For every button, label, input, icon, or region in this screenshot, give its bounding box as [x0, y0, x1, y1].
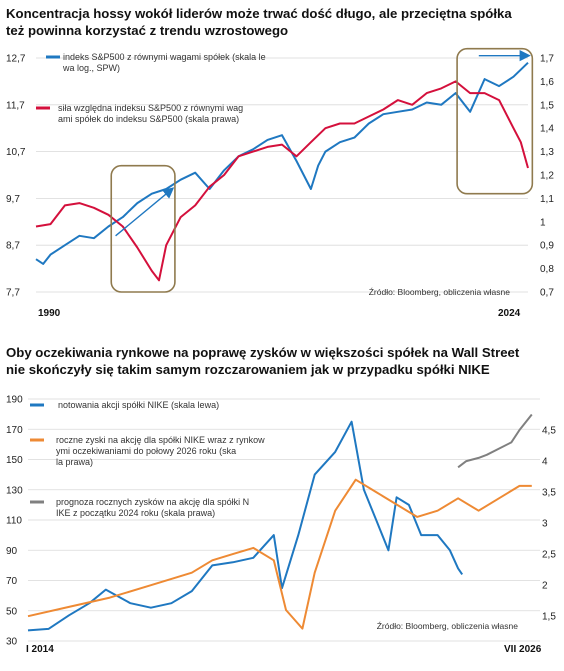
- right-axis-tick-label: 1: [540, 217, 546, 228]
- left-axis-tick-label: 150: [6, 455, 23, 466]
- series-line-1: [27, 420, 464, 632]
- right-axis-tick-label: 1,5: [540, 100, 554, 111]
- legend-label-spw-line1: indeks S&P500 z równymi wagami spółek (s…: [63, 52, 266, 62]
- legend-label-spw-line2: wa log., SPW): [62, 63, 120, 73]
- chart1-x-start: 1990: [38, 308, 61, 319]
- legend-label-nike-eps-line1: roczne zyski na akcję dla spółki NIKE wr…: [56, 435, 265, 445]
- trend-arrow-2: [115, 187, 175, 237]
- right-axis-tick-label: 0,8: [540, 264, 554, 275]
- legend-label-nike-forecast: prognoza rocznych zysków na akcję dla sp…: [56, 497, 252, 518]
- chart1-title: Koncentracja hossy wokół liderów może tr…: [6, 5, 512, 39]
- legend-label-nike-eps-line2: ymi oczekiwaniami do połowy 2026 roku (s…: [56, 446, 236, 456]
- chart2-title-line1: Oby oczekiwania rynkowe na poprawę zyskó…: [6, 345, 520, 360]
- left-axis-tick-label: 90: [6, 546, 18, 557]
- highlight-box-1: [110, 164, 176, 293]
- right-axis-tick-label: 4: [542, 457, 548, 468]
- right-axis-tick-label: 1,1: [540, 194, 554, 205]
- left-axis-tick-label: 12,7: [6, 54, 26, 65]
- right-axis-tick-label: 1,3: [540, 147, 554, 158]
- legend-label-nike-price: notowania akcji spółki NIKE (skala lewa): [58, 400, 219, 410]
- left-axis-tick-label: 7,7: [6, 288, 20, 299]
- chart2-x-start: I 2014: [26, 644, 54, 655]
- legend-label-nike-eps-line3: la prawa): [56, 457, 93, 467]
- left-axis-tick-label: 130: [6, 485, 23, 496]
- left-axis-tick-label: 9,7: [6, 194, 20, 205]
- legend-label-nike-forecast-line1: prognoza rocznych zysków na akcję dla sp…: [56, 497, 249, 507]
- legend-label-spw: indeks S&P500 z równymi wagami spółek (s…: [62, 52, 268, 73]
- left-axis-tick-label: 8,7: [6, 241, 20, 252]
- left-axis-tick-label: 11,7: [6, 100, 25, 111]
- right-axis-tick-label: 1,2: [540, 171, 554, 182]
- left-axis-tick-label: 190: [6, 395, 23, 406]
- right-axis-tick-label: 1,7: [540, 54, 554, 65]
- right-axis-tick-label: 1,5: [542, 612, 556, 623]
- chart1-x-end: 2024: [498, 308, 521, 319]
- series-line-2: [27, 478, 532, 630]
- legend-label-relative: siła względna indeksu S&P500 z równymi w…: [58, 103, 246, 124]
- left-axis-tick-label: 110: [6, 516, 22, 527]
- legend-label-nike-eps: roczne zyski na akcję dla spółki NIKE wr…: [56, 435, 267, 467]
- series-line-3: [457, 413, 533, 469]
- legend-label-nike-price-line1: notowania akcji spółki NIKE (skala lewa): [58, 400, 219, 410]
- legend-label-relative-line2: ami spółek do indeksu S&P500 (skala praw…: [58, 114, 239, 124]
- legend-label-relative-line1: siła względna indeksu S&P500 z równymi w…: [58, 103, 243, 113]
- right-axis-tick-label: 1,6: [540, 77, 554, 88]
- right-axis-tick-label: 3: [542, 519, 548, 530]
- right-axis-tick-label: 0,7: [540, 288, 554, 299]
- chart1-title-line2: też powinna korzystać z trendu wzrostowe…: [6, 23, 289, 38]
- chart1-svg: 7,7 8,7 9,7 10,7 11,7 12,7 0,7 0,8 0,9 1 1,1 1,2 1,…: [6, 47, 554, 319]
- left-axis-tick-label: 30: [6, 637, 18, 648]
- chart2-title-line2: nie skończyły się takim samym rozczarowa…: [6, 362, 490, 377]
- chart1-title-line1: Koncentracja hossy wokół liderów może tr…: [6, 6, 512, 21]
- chart1-source: Źródło: Bloomberg, obliczenia własne: [369, 287, 511, 297]
- left-axis-tick-label: 170: [6, 425, 23, 436]
- chart2-x-end: VII 2026: [504, 644, 542, 655]
- right-axis-tick-label: 2: [542, 581, 548, 592]
- left-axis-tick-label: 70: [6, 576, 18, 587]
- chart2-title: Oby oczekiwania rynkowe na poprawę zyskó…: [6, 344, 519, 378]
- highlight-box-3: [456, 47, 534, 195]
- left-axis-tick-label: 10,7: [6, 147, 26, 158]
- left-axis-tick-label: 50: [6, 606, 18, 617]
- right-axis-tick-label: 0,9: [540, 241, 554, 252]
- series-line-1: [35, 61, 529, 265]
- chart2-source: Źródło: Bloomberg, obliczenia własne: [377, 621, 519, 631]
- legend-label-nike-forecast-line2: IKE z początku 2024 roku (skala prawa): [56, 508, 215, 518]
- right-axis-tick-label: 3,5: [542, 488, 556, 499]
- right-axis-tick-label: 2,5: [542, 550, 556, 561]
- chart2: 30 50 70 90 110 130 150 170 190 1,5 2 2,5 3 3,5 4 4,5 …: [0, 385, 564, 667]
- series-line-2: [35, 80, 529, 282]
- chart1: 7,7 8,7 9,7 10,7 11,7 12,7 0,7 0,8 0,9 1 1,1 1,2 1,…: [0, 38, 564, 320]
- right-axis-tick-label: 1,4: [540, 124, 554, 135]
- right-axis-tick-label: 4,5: [542, 426, 556, 437]
